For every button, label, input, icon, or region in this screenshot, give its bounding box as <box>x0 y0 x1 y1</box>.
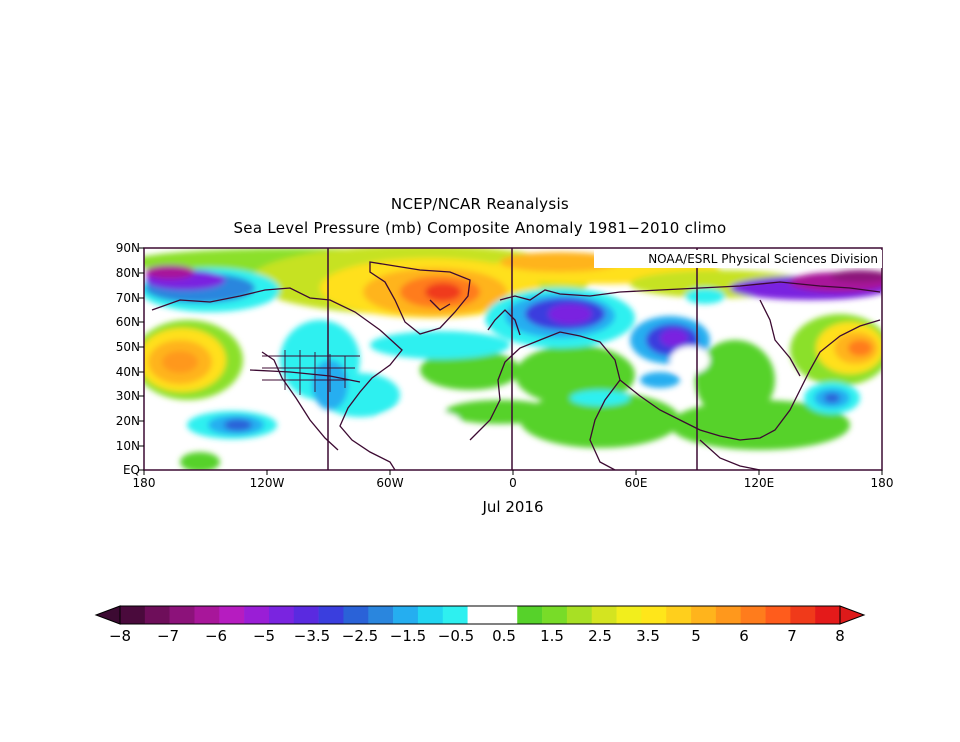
reference-meridians <box>327 248 698 470</box>
lon-label-60w: 60W <box>376 476 404 490</box>
colorbar-cell <box>169 606 195 624</box>
colorbar-cell <box>765 606 791 624</box>
lon-label-60e: 60E <box>624 476 648 490</box>
coastlines <box>151 261 881 470</box>
lat-label-20n: 20N <box>115 414 140 428</box>
colorbar-label: −6 <box>204 627 228 645</box>
lat-label-70n: 70N <box>115 291 140 305</box>
colorbar-label: 1.5 <box>540 627 564 645</box>
colorbar-cell <box>120 606 146 624</box>
lon-label-120w: 120W <box>249 476 285 490</box>
colorbar-cell <box>740 606 766 624</box>
lat-label-80n: 80N <box>115 266 140 280</box>
colorbar-label: 2.5 <box>588 627 612 645</box>
lat-label-eq: EQ <box>122 463 140 477</box>
colorbar-cell <box>268 606 295 624</box>
colorbar-cell <box>467 606 493 624</box>
lat-label-30n: 30N <box>115 389 140 403</box>
colorbar-cell <box>293 606 319 624</box>
colorbar-cell <box>144 606 170 624</box>
colorbar-cell <box>815 606 841 624</box>
colorbar-cell <box>492 606 518 624</box>
colorbar-label: 8 <box>835 627 845 645</box>
colorbar-cell <box>219 606 245 624</box>
colorbar-cell <box>417 606 444 624</box>
lon-label-180w: 180 <box>132 476 156 490</box>
colorbar-label: −7 <box>156 627 180 645</box>
colorbar-label: −8 <box>108 627 132 645</box>
date-label: Jul 2016 <box>482 498 544 516</box>
chart-title: NCEP/NCAR Reanalysis <box>390 195 570 213</box>
colorbar-label: −2.5 <box>341 627 379 645</box>
credit-label: NOAA/ESRL Physical Sciences Division <box>594 250 882 268</box>
colorbar-label: 6 <box>739 627 749 645</box>
colorbar-cell <box>393 606 419 624</box>
lon-label-180e: 180 <box>870 476 894 490</box>
colorbar-label: −1.5 <box>389 627 427 645</box>
chart-subtitle: Sea Level Pressure (mb) Composite Anomal… <box>233 219 727 237</box>
colorbar-label: 5 <box>691 627 701 645</box>
colorbar-cell <box>318 606 344 624</box>
colorbar-arrow-high <box>839 605 866 625</box>
lat-label-10n: 10N <box>115 439 140 453</box>
lat-label-90n: 90N <box>115 241 140 255</box>
colorbar-cell <box>566 606 593 624</box>
lat-label-60n: 60N <box>115 315 140 329</box>
colorbar-label: −5 <box>252 627 276 645</box>
colorbar-label: 7 <box>787 627 797 645</box>
colorbar-cell <box>790 606 816 624</box>
colorbar-cell <box>591 606 617 624</box>
colorbar-label: 0.5 <box>492 627 516 645</box>
colorbar-cell <box>517 606 543 624</box>
state-borders <box>262 350 360 395</box>
axis-ticks <box>139 247 883 475</box>
colorbar-cell <box>442 606 468 624</box>
colorbar-cell <box>542 606 568 624</box>
colorbar-cell <box>194 606 220 624</box>
colorbar-label: −3.5 <box>293 627 331 645</box>
lat-label-40n: 40N <box>115 365 140 379</box>
colorbar-cell <box>691 606 717 624</box>
colorbar-cell <box>715 606 741 624</box>
colorbar-cell <box>616 606 642 624</box>
lon-label-120e: 120E <box>743 476 775 490</box>
colorbar-label: 3.5 <box>636 627 660 645</box>
colorbar-cell <box>244 606 270 624</box>
colorbar-cell <box>343 606 369 624</box>
colorbar-cell <box>368 606 394 624</box>
colorbar-label: −0.5 <box>437 627 475 645</box>
colorbar-cell <box>641 606 667 624</box>
lon-label-0: 0 <box>509 476 517 490</box>
colorbar-cell <box>666 606 692 624</box>
colorbar-arrow-low <box>94 605 121 625</box>
lat-label-50n: 50N <box>115 340 140 354</box>
